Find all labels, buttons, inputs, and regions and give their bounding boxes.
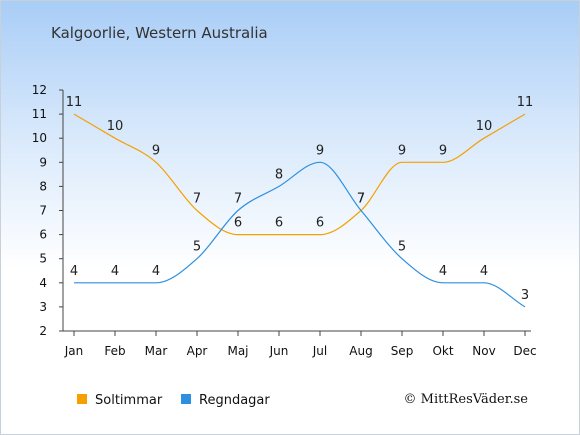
- data-label-regndagar: 4: [111, 264, 119, 279]
- data-label-soltimmar: 6: [316, 216, 324, 231]
- x-tick-label: Apr: [187, 344, 208, 358]
- data-label-soltimmar: 10: [476, 119, 493, 134]
- data-label-soltimmar: 6: [234, 216, 242, 231]
- data-label-regndagar: 7: [234, 192, 242, 207]
- data-label-regndagar: 9: [316, 143, 324, 158]
- data-label-regndagar: 5: [193, 240, 201, 255]
- x-tick-label: Maj: [227, 344, 248, 358]
- data-label-regndagar: 4: [70, 264, 78, 279]
- y-tick-label: 3: [39, 300, 47, 314]
- series-lines: [73, 113, 526, 308]
- y-tick-label: 11: [32, 107, 47, 121]
- legend: Soltimmar Regndagar: [77, 393, 270, 408]
- data-label-regndagar: 8: [275, 167, 283, 182]
- legend-label-soltimmar: Soltimmar: [95, 393, 163, 408]
- data-label-soltimmar: 9: [398, 143, 406, 158]
- x-tick-label: Mar: [145, 344, 168, 358]
- y-tick-label: 2: [39, 324, 47, 338]
- data-label-regndagar: 5: [398, 240, 406, 255]
- legend-swatch-regndagar: [181, 394, 191, 404]
- credit-text: © MittResVäder.se: [404, 392, 529, 407]
- x-tick-label: Nov: [472, 344, 495, 358]
- data-label-regndagar: 4: [480, 264, 488, 279]
- legend-label-regndagar: Regndagar: [199, 393, 270, 408]
- x-tick-label: Sep: [391, 344, 414, 358]
- y-tick-label: 10: [32, 131, 47, 145]
- data-label-soltimmar: 10: [107, 119, 124, 134]
- data-label-soltimmar: 7: [193, 192, 201, 207]
- data-label-regndagar: 4: [152, 264, 160, 279]
- y-tick-label: 8: [39, 179, 47, 193]
- data-label-regndagar: 3: [521, 288, 529, 303]
- y-tick-label: 9: [39, 155, 47, 169]
- y-tick-label: 6: [39, 228, 47, 242]
- x-tick-label: Jul: [312, 344, 327, 358]
- x-tick-label: Okt: [432, 344, 453, 358]
- data-label-soltimmar: 9: [152, 143, 160, 158]
- series-line-regndagar: [74, 161, 526, 308]
- data-label-soltimmar: 6: [275, 216, 283, 231]
- y-tick-label: 12: [32, 83, 47, 97]
- y-tick-label: 4: [39, 276, 47, 290]
- x-tick-label: Aug: [349, 344, 372, 358]
- data-label-soltimmar: 11: [517, 95, 534, 110]
- x-tick-label: Dec: [513, 344, 536, 358]
- legend-swatch-soltimmar: [77, 394, 87, 404]
- axes: 2 3 4 5 6 7 8 9 10 11 12 Jan Feb Mar Apr Maj Jun Jul Aug Se…: [32, 83, 537, 358]
- data-label-soltimmar: 11: [66, 95, 83, 110]
- x-tick-label: Feb: [104, 344, 125, 358]
- data-label-regndagar: 4: [439, 264, 447, 279]
- data-label-soltimmar: 9: [439, 143, 447, 158]
- chart-title: Kalgoorlie, Western Australia: [51, 24, 268, 42]
- series-line-soltimmar: [73, 113, 526, 236]
- x-tick-label: Jan: [64, 344, 84, 358]
- data-label-regndagar: 7: [357, 192, 365, 207]
- y-tick-label: 7: [39, 204, 47, 218]
- y-tick-label: 5: [39, 252, 47, 266]
- data-label-soltimmar: 7: [357, 192, 365, 207]
- x-tick-label: Jun: [269, 344, 289, 358]
